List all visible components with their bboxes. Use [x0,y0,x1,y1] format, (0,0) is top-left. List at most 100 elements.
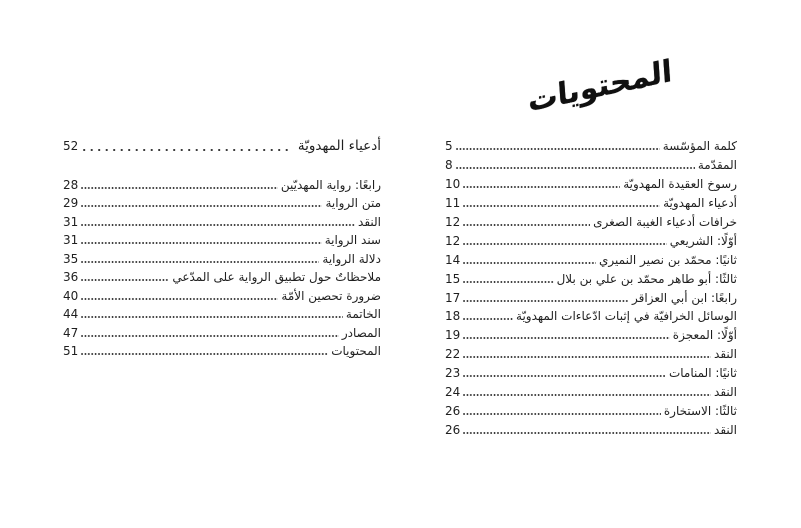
page-number: 17 [445,290,461,305]
page-number: 35 [63,251,79,266]
entry-title: الوسائل الخرافيّة في إثبات ادّعاءات المه… [516,309,737,324]
toc-entry: النقد 31 [63,213,381,232]
page-number: 51 [63,344,79,359]
entry-title: ضرورة تحصين الأمّة [281,288,381,303]
toc-entry: النقد 26 [445,420,737,439]
toc-entry: المقدّمة 8 [445,156,737,175]
dot-leader [463,394,712,397]
dot-leader [463,299,630,302]
toc-entry: متن الرواية 29 [63,194,381,213]
page-number: 24 [445,385,461,400]
toc-entry: أوّلًا: المعجزة 19 [445,326,737,345]
entry-title: أدعياء المهدويّة [297,138,381,155]
page-number: 29 [63,196,79,211]
toc-entry: أوّلًا: الشريعي 12 [445,231,737,250]
toc-entry: خرافات أدعياء الغيبة الصغرى 12 [445,213,737,232]
entry-title: سند الرواية [324,233,381,248]
dot-leader [463,280,554,283]
page-number: 14 [445,252,461,267]
entry-title: المصادر [341,325,381,340]
entry-title: متن الرواية [325,196,381,211]
entry-title: رابعًا: ابن أبي العزاقر [632,290,737,305]
dot-leader [81,297,279,300]
toc-entry: سند الرواية 31 [63,231,381,250]
dot-leader [81,186,278,189]
toc-entry: رابعًا: رواية المهديّين 28 [63,176,381,195]
dot-leader [81,223,356,226]
page-number: 40 [63,288,79,303]
entry-title: ثانيًا: محمّد بن نصير النميري [599,252,737,267]
dot-leader [81,353,329,356]
toc-entry: رسوخ العقيدة المهدويّة 10 [445,175,737,194]
dot-leader [463,318,514,321]
page-number: 26 [445,422,461,437]
entry-title: أوّلًا: الشريعي [669,233,737,248]
toc-entry: أدعياء المهدويّة 11 [445,194,737,213]
dot-leader [81,242,322,245]
dot-leader [463,186,621,189]
toc-entry: الوسائل الخرافيّة في إثبات ادّعاءات المه… [445,307,737,326]
entry-title: النقد [714,422,737,437]
entry-title: ثالثًا: الاستخارة [663,403,737,418]
dot-leader [463,224,591,226]
entry-title: النقد [714,347,737,362]
toc-entry: ملاحظاتٌ حول تطبيق الرواية على المدّعي 36 [63,268,381,287]
dot-leader [463,412,661,415]
page-number: 47 [63,325,79,340]
entry-title: رابعًا: رواية المهديّين [280,177,381,192]
page-number: 12 [445,233,461,248]
calligraphic-contents-title: المحتويات [526,53,674,119]
toc-entry: ثانيًا: محمّد بن نصير النميري 14 [445,250,737,269]
toc-entry: النقد 22 [445,345,737,364]
toc-entry: ثانيًا: المنامات 23 [445,364,737,383]
entry-title: ثانيًا: المنامات [668,366,737,381]
entry-title: رسوخ العقيدة المهدويّة [623,177,737,192]
page-number: 36 [63,270,79,285]
page-number: 26 [445,403,461,418]
page-number: 52 [63,139,79,154]
dot-leader [463,375,666,378]
entry-title: كلمة المؤسّسة [662,139,737,154]
toc-left-page: أدعياء المهدويّة 52 رابعًا: رواية المهديّ… [63,137,381,361]
page-number: 8 [445,158,453,173]
entry-title: أوّلًا: المعجزة [672,328,737,343]
page-number: 15 [445,271,461,286]
toc-right-page: كلمة المؤسّسة 5 المقدّمة 8 رسوخ العقيدة ال… [445,137,737,439]
dot-leader [81,205,323,208]
toc-entry: الخاتمة 44 [63,305,381,324]
dot-leader [81,260,320,263]
page-number: 10 [445,177,461,192]
dot-leader [81,279,170,282]
dot-leader [455,148,660,151]
dot-leader [81,334,339,337]
toc-entry: ثالثًا: الاستخارة 26 [445,401,737,420]
entry-title: خرافات أدعياء الغيبة الصغرى [593,215,737,229]
entry-title: المقدّمة [697,158,737,173]
entry-title: أدعياء المهدويّة [663,196,737,211]
page-number: 28 [63,177,79,192]
toc-entry: كلمة المؤسّسة 5 [445,137,737,156]
toc-entry: المحتويات 51 [63,342,381,361]
dot-leader [463,356,712,359]
page-number: 5 [445,139,453,154]
dot-leader-sparse [83,148,293,151]
dot-leader [463,431,712,434]
page-number: 44 [63,307,79,322]
toc-entry: دلالة الرواية 35 [63,250,381,269]
dot-leader [463,242,667,245]
dot-leader [455,167,695,170]
toc-entry: رابعًا: ابن أبي العزاقر 17 [445,288,737,307]
dot-leader [463,261,597,264]
entry-title: ملاحظاتٌ حول تطبيق الرواية على المدّعي [172,270,381,285]
toc-entry: ضرورة تحصين الأمّة 40 [63,287,381,306]
toc-chapter-entry: أدعياء المهدويّة 52 [63,137,381,156]
page-number: 31 [63,233,79,248]
page-number: 19 [445,328,461,343]
page-number: 22 [445,347,461,362]
entry-title: النقد [358,214,381,229]
entry-title: دلالة الرواية [322,251,381,266]
toc-entry: المصادر 47 [63,324,381,343]
page-number: 18 [445,309,461,324]
toc-entry: ثالثًا: أبو طاهر محمّد بن علي بن بلال 15 [445,269,737,288]
